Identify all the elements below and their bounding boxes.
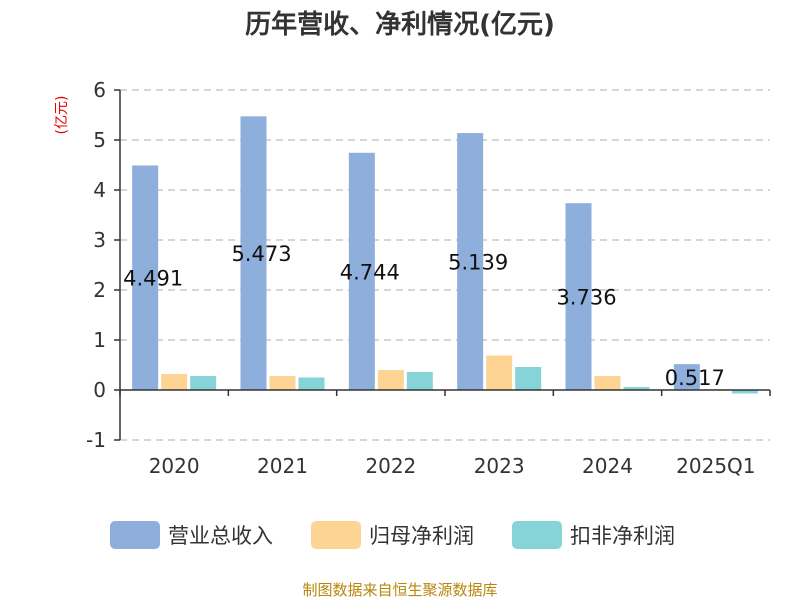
y-axis-unit: (亿元) xyxy=(54,96,70,135)
bar-series1-2020 xyxy=(161,374,188,390)
y-axis-ticks: -1 0 1 2 3 4 5 6 xyxy=(86,78,120,452)
legend: 营业总收入 归母净利润 扣非净利润 xyxy=(110,521,675,549)
x-tick-label: 2022 xyxy=(365,454,416,478)
bar-series1-2022 xyxy=(377,370,404,390)
legend-swatch-series0 xyxy=(110,521,160,549)
legend-swatch-series2 xyxy=(512,521,562,549)
bar-series2-2025Q1 xyxy=(731,390,758,394)
bar-series2-2021 xyxy=(298,377,325,390)
axes xyxy=(119,90,771,440)
bar-series0-2025Q1 xyxy=(673,364,700,390)
bar-series0-2021 xyxy=(240,116,267,390)
chart-title: 历年营收、净利情况(亿元) xyxy=(245,9,555,40)
bar-series2-2022 xyxy=(406,372,433,390)
bar-series0-2022 xyxy=(348,152,375,390)
bar-series0-2020 xyxy=(132,165,159,390)
x-tick-label: 2025Q1 xyxy=(676,454,755,478)
bar-series1-2023 xyxy=(486,355,513,390)
y-tick-label: 2 xyxy=(93,278,106,302)
data-label: 3.736 xyxy=(556,286,616,310)
x-tick-label: 2020 xyxy=(149,454,200,478)
data-label: 5.473 xyxy=(231,242,291,266)
bar-series0-2023 xyxy=(457,133,484,391)
bar-series0-2024 xyxy=(565,203,592,390)
y-tick-label: 4 xyxy=(93,178,106,202)
x-tick-label: 2021 xyxy=(257,454,308,478)
gridlines xyxy=(120,89,770,441)
y-tick-label: 0 xyxy=(93,378,106,402)
x-tick-label: 2023 xyxy=(474,454,525,478)
data-label: 4.491 xyxy=(123,267,183,291)
y-tick-label: 3 xyxy=(93,228,106,252)
source-note: 制图数据来自恒生聚源数据库 xyxy=(302,581,497,599)
data-label: 5.139 xyxy=(448,251,508,275)
y-tick-label: -1 xyxy=(86,428,106,452)
legend-label: 归母净利润 xyxy=(369,524,474,548)
bars xyxy=(132,116,758,394)
data-labels: 4.491 5.473 4.744 5.139 3.736 0.517 xyxy=(123,242,725,390)
bar-series2-2020 xyxy=(190,376,217,390)
bar-series1-2024 xyxy=(594,376,621,390)
y-tick-label: 5 xyxy=(93,128,106,152)
bar-series2-2023 xyxy=(515,367,542,390)
legend-label: 营业总收入 xyxy=(168,524,273,548)
x-tick-label: 2024 xyxy=(582,454,633,478)
data-label: 4.744 xyxy=(340,260,400,284)
bar-series2-2024 xyxy=(623,387,650,390)
x-axis-ticks: 2020 2021 2022 2023 2024 2025Q1 xyxy=(149,454,756,478)
legend-swatch-series1 xyxy=(311,521,361,549)
y-tick-label: 6 xyxy=(93,78,106,102)
y-tick-label: 1 xyxy=(93,328,106,352)
data-label: 0.517 xyxy=(665,366,725,390)
legend-label: 扣非净利润 xyxy=(570,524,675,548)
bar-series1-2021 xyxy=(269,376,296,390)
